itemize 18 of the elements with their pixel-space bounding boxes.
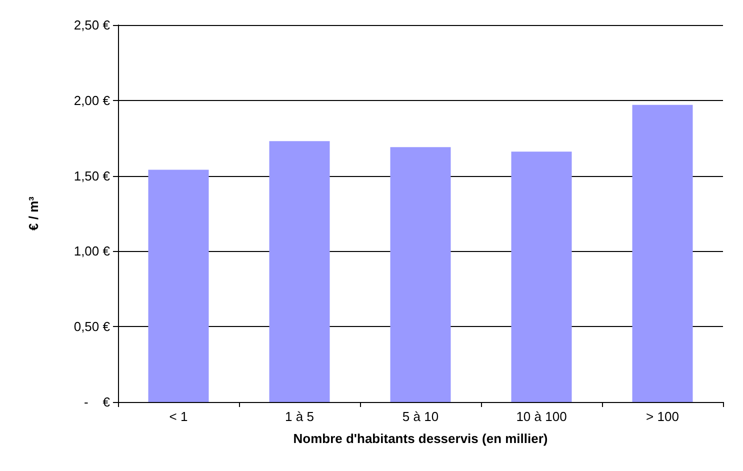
y-tick-label: 1,00 €: [74, 244, 111, 259]
y-axis-title: € / m³: [26, 196, 41, 230]
x-tick-label: > 100: [646, 409, 679, 424]
x-tick-label: 10 à 100: [516, 409, 567, 424]
bar: [148, 170, 209, 402]
x-tick-label: 1 à 5: [285, 409, 314, 424]
x-tick-label: 5 à 10: [402, 409, 439, 424]
y-tick-label: 1,50 €: [74, 168, 111, 184]
bar: [390, 147, 451, 402]
x-axis-title: Nombre d'habitants desservis (en millier): [293, 431, 548, 446]
y-tick-label: 0,50 €: [74, 319, 111, 334]
bar: [632, 104, 693, 402]
y-tick-label: 2,00 €: [74, 92, 111, 108]
bar: [511, 152, 572, 402]
x-tick-label: < 1: [169, 409, 188, 424]
y-tick-label: - €: [84, 394, 111, 410]
y-tick-label: 2,50 €: [74, 18, 111, 32]
bar: [269, 141, 330, 402]
